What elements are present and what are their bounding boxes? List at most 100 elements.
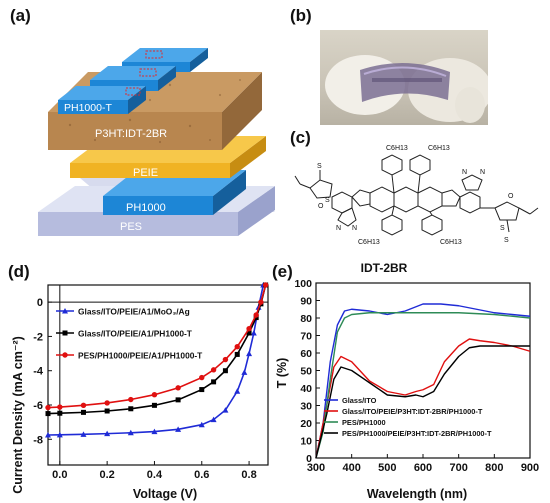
panel-label-d: (d) [8,262,30,281]
jv-point [234,344,240,350]
substituent-4: C6H13 [440,239,462,246]
t-x-tick-label: 300 [307,462,325,474]
panel-label-e: (e) [272,262,293,281]
t-y-tick-label: 100 [294,278,312,290]
jv-legend-marker [62,308,68,314]
jv-point [175,397,181,403]
jv-point [234,388,241,394]
jv-legend-marker [62,330,68,336]
substituent-1: C6H13 [386,145,408,152]
jv-point [104,400,110,406]
jv-point [199,387,205,393]
jv-x-tick-label: 0.6 [194,469,209,481]
t-y-tick-label: 70 [300,331,312,343]
jv-x-axis-label: Voltage (V) [133,487,197,501]
jv-y-tick-label: 0 [37,297,43,309]
t-legend-label-1: Glass/ITO [342,396,377,405]
jv-point [45,411,51,417]
jv-legend-marker [62,352,68,358]
t-x-tick-label: 900 [521,462,539,474]
jv-point [246,350,253,357]
jv-point [222,356,229,363]
layer-label-top: PH1000-T [64,102,112,114]
jv-y-tick-label: -6 [33,400,43,412]
layer-label-active: P3HT:IDT-2BR [95,128,167,140]
jv-point [128,396,134,403]
jv-point [151,428,158,435]
transmittance-chart: IDT-2BR 300 400 500 600 700 800 900 0 10 20 30 40 50… [275,261,539,501]
jv-point [210,416,217,423]
t-y-tick-label: 20 [300,418,312,430]
jv-plot-frame [47,284,269,466]
atom-s-1: S [317,163,322,170]
chemical-structure: C6H13 C6H13 C6H13 C6H13 S S N N O O N N … [294,145,539,246]
jv-point [198,421,205,428]
jv-series-line-1 [47,284,265,436]
layer-label-ph1000: PH1000 [126,202,166,214]
atom-n-4: N [480,169,485,176]
jv-y-tick-label: -8 [33,434,43,446]
jv-point [250,330,257,336]
jv-point [151,392,158,398]
jv-y-tick-label: -2 [33,331,43,343]
jv-point [246,326,252,332]
jv-point [222,407,229,413]
jv-point [175,385,181,391]
jv-x-tick-label: 0.2 [99,469,114,481]
transmittance-y-axis-label: T (%) [275,358,289,389]
flexible-device-photo [320,30,488,125]
t-legend-label-2: Glass/ITO/PEIE/P3HT:IDT-2BR/PH1000-T [342,407,483,416]
layer-top-electrodes: PH1000-T [58,48,208,114]
t-series-line-4 [315,345,530,459]
jv-point [104,408,110,414]
atom-o-1: O [318,203,324,210]
t-y-tick-label: 40 [300,383,312,395]
atom-s-3: S [500,225,505,232]
panel-label-a: (a) [10,6,31,25]
atom-n-3: N [462,169,467,176]
layer-label-peie: PEIE [133,167,158,179]
jv-series-line-3 [47,284,267,409]
substituent-2: C6H13 [428,145,450,152]
jv-point [56,431,63,438]
atom-s-2: S [325,197,330,204]
t-legend-label-3: PES/PH1000 [342,418,386,427]
substituent-3: C6H13 [358,239,380,246]
atom-n-2: N [352,225,357,232]
t-series-line-2 [315,338,531,459]
atom-o-2: O [508,193,514,200]
jv-chart: 0.0 0.2 0.4 0.6 0.8 0 -2 -4 -6 -8 Glass/ITO/PEIE/A… [11,282,269,501]
jv-point [45,404,51,411]
layer-label-pes: PES [120,221,142,233]
jv-point [199,374,205,381]
jv-legend-label-2: Glass/ITO/PEIE/A1/PH1000-T [78,329,193,339]
jv-point [175,426,182,432]
t-y-tick-label: 90 [300,296,312,308]
jv-point [253,312,259,318]
jv-y-axis-label: Current Density (mA cm⁻²) [11,336,25,494]
transmittance-title: IDT-2BR [361,261,408,275]
jv-point [258,299,264,305]
t-x-tick-label: 800 [485,462,503,474]
t-y-tick-label: 80 [300,313,312,325]
t-x-tick-label: 500 [378,462,396,474]
jv-x-tick-label: 0.4 [147,469,163,481]
jv-x-tick-label: 0.8 [241,469,256,481]
t-x-tick-label: 400 [342,462,360,474]
jv-point [241,369,248,375]
t-y-tick-label: 50 [300,366,312,378]
jv-point [210,367,217,373]
jv-legend-label-3: PES/PH1000/PEIE/A1/PH1000-T [78,351,203,361]
jv-point [211,379,217,385]
atom-s-4: S [504,237,509,244]
jv-point [80,402,87,409]
jv-point [234,351,240,357]
jv-point [45,432,51,438]
jv-point [127,429,134,436]
device-stack-diagram: PES PH1000 PEIE P3HT:IDT-2BR [38,48,275,236]
panel-label-b: (b) [290,6,312,25]
transmittance-x-axis-label: Wavelength (nm) [367,487,467,501]
jv-y-tick-label: -4 [33,366,44,378]
t-y-tick-label: 30 [300,401,312,413]
jv-point [80,431,87,437]
